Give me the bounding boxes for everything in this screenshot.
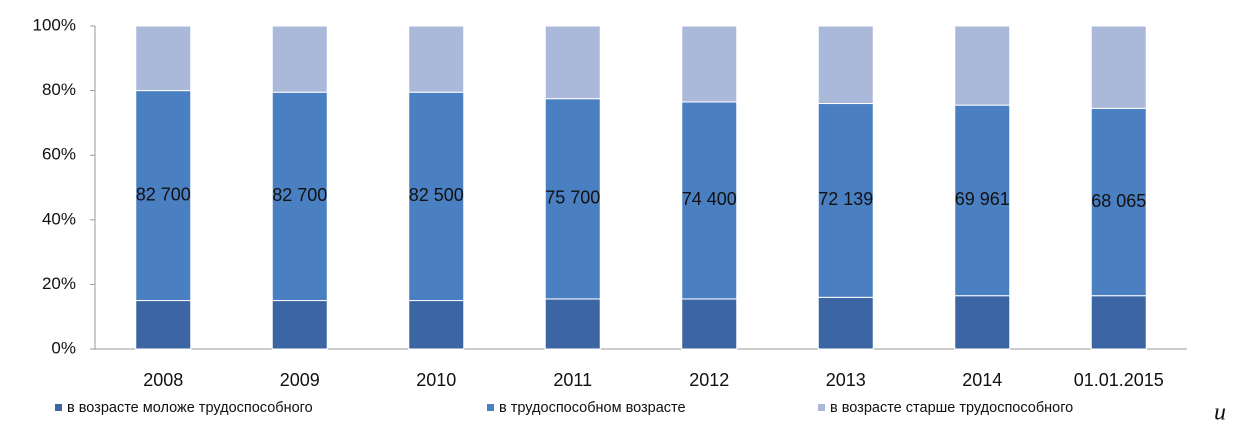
bar-segment [271,300,328,350]
bar-segment [408,300,465,350]
data-label: 82 700 [272,185,327,205]
data-label: 72 139 [818,189,873,209]
y-tick-label: 80% [42,80,76,99]
legend-swatch [487,404,494,411]
data-label: 82 500 [409,185,464,205]
legend-label: в возрасте старше трудоспособного [830,400,1073,416]
data-label: 82 700 [136,184,191,204]
legend-swatch [818,404,825,411]
bar-segment [1090,107,1147,297]
bar-segment [954,295,1011,350]
data-label: 68 065 [1091,191,1146,211]
data-label: 69 961 [955,189,1010,209]
bar-segment [135,300,192,350]
bar-segment [271,25,328,93]
bar-segment [1090,25,1147,109]
legend-swatch [55,404,62,411]
x-tick-label: 2008 [143,370,183,390]
trailing-text: и [1214,400,1226,424]
bar-segment [681,298,738,350]
y-tick-label: 40% [42,209,76,228]
x-tick-label: 2010 [416,370,456,390]
bar-segment [817,25,874,105]
bar-segment [408,91,465,302]
x-tick-label: 2014 [962,370,1002,390]
y-tick-label: 100% [33,15,76,34]
x-tick-label: 2012 [689,370,729,390]
bar-segment [544,98,601,300]
legend-label: в трудоспособном возрасте [499,400,686,416]
y-tick-label: 20% [42,274,76,293]
data-label: 75 700 [545,188,600,208]
legend-label: в возрасте моложе трудоспособного [67,400,313,416]
bar-segment [544,25,601,100]
bar-segment [681,101,738,300]
bar-segment [271,91,328,302]
x-tick-label: 2011 [553,370,592,390]
y-tick-label: 60% [42,145,76,164]
data-label: 74 400 [682,189,737,209]
x-tick-label: 2013 [826,370,866,390]
bar-segment [954,25,1011,106]
bar-segment [135,25,192,92]
bar-segment [544,298,601,350]
bar-segment [817,296,874,350]
x-tick-label: 2009 [280,370,320,390]
bar-segment [408,25,465,93]
bar-segment [1090,295,1147,350]
x-tick-label: 01.01.2015 [1074,370,1164,390]
bar-segment [135,90,192,302]
y-tick-label: 0% [51,338,76,357]
bar-segment [681,25,738,103]
